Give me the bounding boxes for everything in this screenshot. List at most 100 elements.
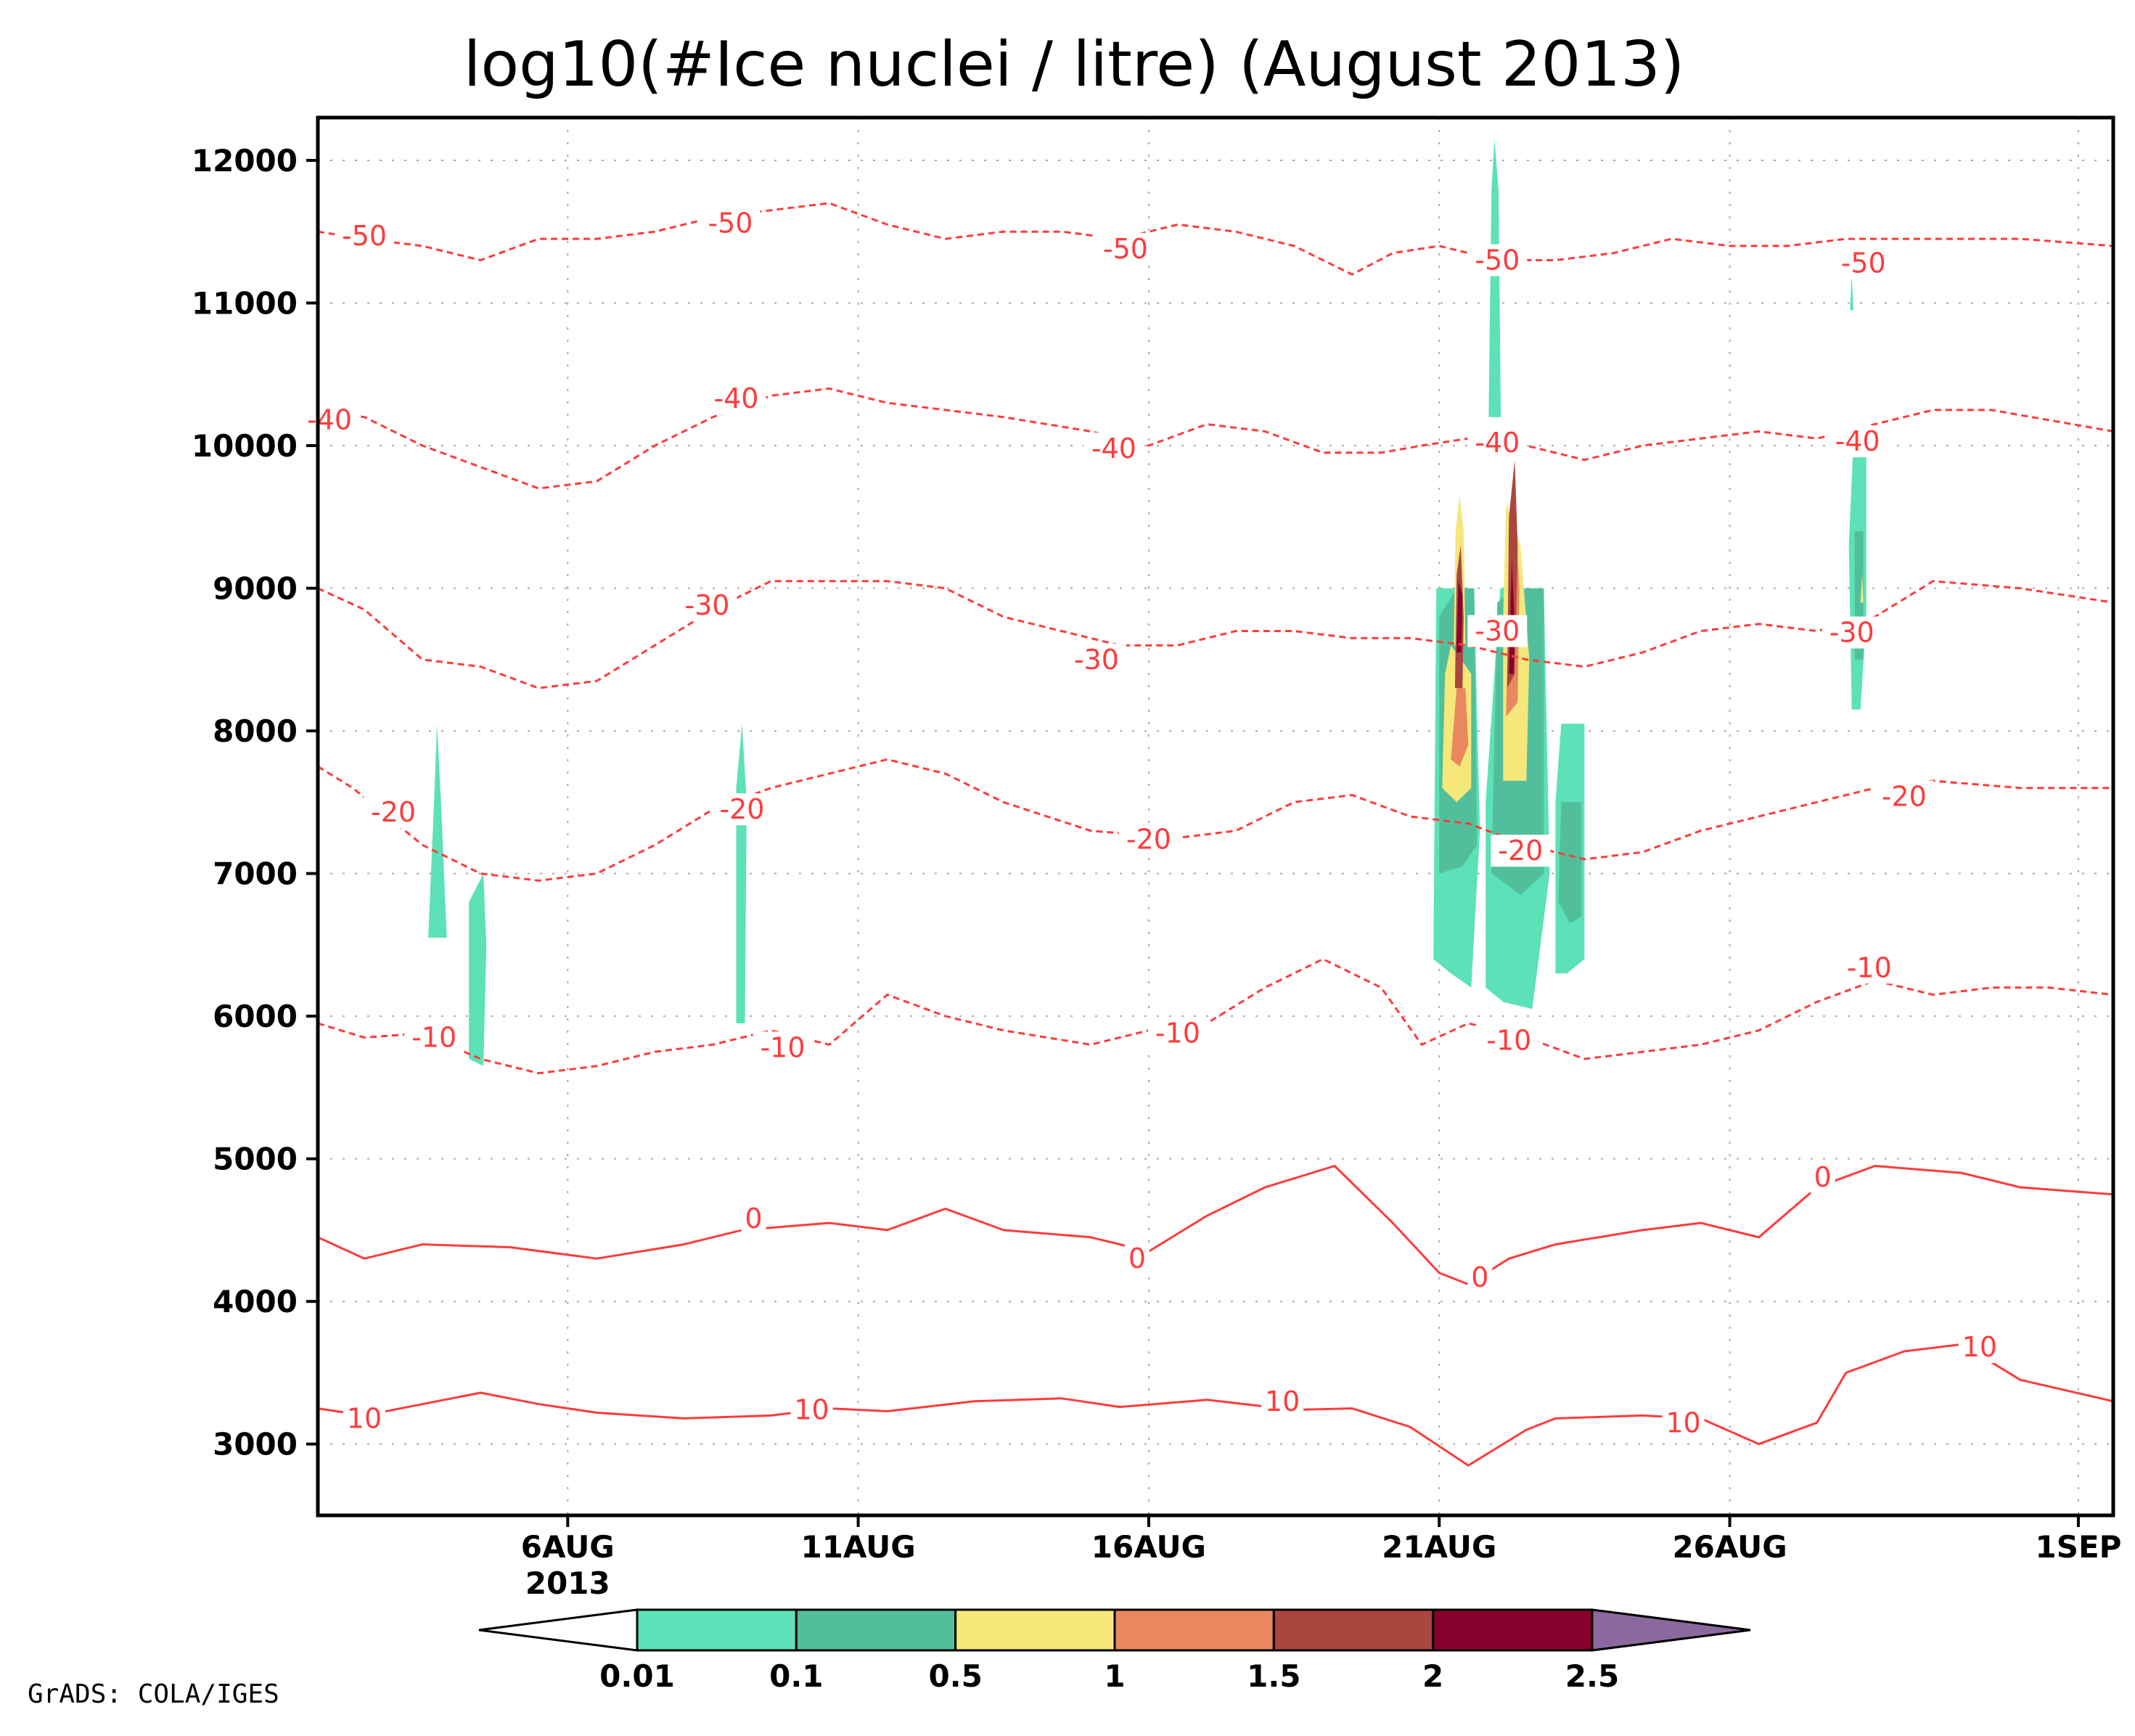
contour-label-bg [335,220,395,253]
ice-nuclei-region [428,724,447,938]
contour-label-bg [343,1402,386,1435]
chart-title: log10(#Ice nuclei / litre) (August 2013) [464,28,1685,101]
contour-label-bg [1839,951,1899,984]
contour-label: -50 [342,220,387,252]
contour-label-bg [1662,1407,1705,1439]
contour-label: -20 [1498,835,1543,867]
contour-label: -50 [1103,233,1148,265]
colorbar-label: 2 [1422,1658,1443,1694]
colorbar-label: 0.1 [769,1658,823,1694]
contour-label-bg [1479,1024,1539,1057]
contour-label: -40 [1475,427,1520,459]
contour-label: -40 [1091,433,1136,464]
contour-label: -30 [684,589,729,621]
contour-label: 0 [1814,1161,1832,1193]
contour-label-bg [300,404,360,436]
contour-label: -40 [713,382,758,414]
contour-label-bg [1958,1331,2001,1364]
contour-label: 10 [794,1394,829,1426]
contour-label-bg [712,793,772,826]
colorbar-label: 2.5 [1565,1658,1619,1694]
temperature-contours [317,202,2114,1467]
contour-label-bg [1124,1242,1150,1275]
y-tick-label: 10000 [192,428,298,464]
contour-label-bg [677,589,737,622]
contour-label: 0 [1471,1261,1488,1293]
ice-nuclei-region [1850,274,1854,311]
contour-label: -10 [1847,951,1892,983]
x-tick-label: 11AUG [800,1529,915,1565]
contour-label-bg [1467,244,1528,277]
x-tick-label: 21AUG [1382,1529,1496,1565]
y-tick-label: 8000 [213,713,298,749]
contour-label: -40 [1835,425,1880,457]
footer-credit: GrADS: COLA/IGES [28,1679,279,1709]
colorbar-swatch [795,1608,957,1652]
contour-label: -10 [411,1022,456,1054]
contour-line [317,580,2114,689]
colorbar: 0.01 0.1 0.5 1 1.5 2 2.5 [478,1608,1751,1694]
colorbar-label: 1.5 [1247,1658,1300,1694]
contour-label-bg [404,1021,464,1054]
contour-label-bg [1147,1017,1208,1049]
y-tick-label: 9000 [213,571,298,607]
colorbar-label: 0.5 [928,1658,982,1694]
contour-label-bg [790,1393,833,1426]
contour-label-bg [1095,232,1155,265]
contour-line [317,387,2114,490]
contour-label: -20 [371,796,416,828]
contour-label-bg [1467,615,1528,647]
contour-label: -20 [1126,823,1171,855]
contour-label-bg [1083,432,1144,464]
contour-label-bg [741,1203,766,1235]
ice-nuclei-region [1451,688,1469,767]
contour-label: 10 [347,1402,382,1434]
contour-label: -30 [1829,616,1874,648]
y-tick-label: 3000 [213,1427,298,1462]
contour-label-bg [700,207,761,239]
colorbar-over-arrow [1591,1608,1751,1652]
ice-nuclei-region [1488,139,1501,417]
colorbar-under-arrow [478,1608,639,1652]
x-tick-label: 6AUG [521,1529,615,1565]
contour-label: -30 [1074,644,1119,676]
contour-label-bg [1491,835,1551,867]
y-tick-label: 11000 [192,285,298,321]
contour-label: -50 [1841,247,1886,279]
colorbar-label: 1 [1104,1658,1125,1694]
contour-label: -10 [1155,1018,1200,1049]
ice-nuclei-region [1860,573,1864,603]
colorbar-swatch [636,1608,798,1652]
y-tick-label: 4000 [213,1284,298,1319]
contour-label-bg [1467,1261,1493,1293]
contour-label-bg [1810,1161,1835,1194]
contour-label-bg [753,1031,813,1064]
colorbar-swatch [954,1608,1116,1652]
contour-label: -20 [1882,780,1927,812]
contour-label: 10 [1665,1407,1700,1438]
colorbar-swatch [1432,1608,1594,1652]
y-tick-label: 6000 [213,999,298,1034]
contour-label-bg [1118,823,1179,856]
contour-label-bg [1066,643,1126,676]
contour-label-bg [1261,1385,1304,1417]
contour-line [317,202,2114,276]
y-tick-label: 5000 [213,1142,298,1177]
contour-label: -30 [1475,615,1520,647]
x-tick-label: 16AUG [1091,1529,1206,1565]
y-axis: 3000 4000 5000 6000 7000 8000 9000 10000 11000 12… [192,143,318,1462]
x-tick-sublabel: 2013 [525,1565,610,1601]
contour-label-bg [706,382,766,415]
contour-label: -10 [760,1031,805,1063]
y-tick-label: 7000 [213,856,298,892]
ice-nuclei-region [1456,581,1463,652]
contour-label: -50 [708,207,753,239]
plot-background [318,118,2113,1515]
ice-nuclei-region [469,873,487,1066]
plot-frame [316,115,2115,1518]
x-tick-label: 1SEP [2035,1529,2121,1565]
contour-line [317,958,2114,1075]
